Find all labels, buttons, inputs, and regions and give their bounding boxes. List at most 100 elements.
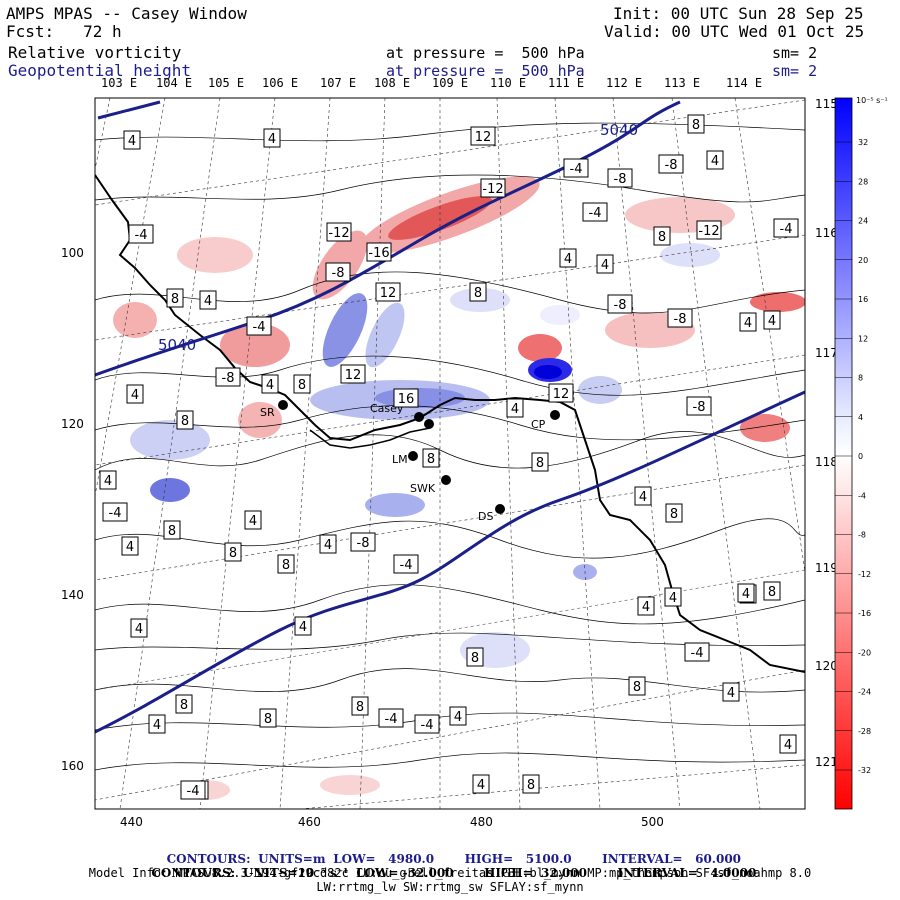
forecast-hour: Fcst: 72 h <box>6 22 122 41</box>
svg-text:8: 8 <box>768 585 776 600</box>
contour-value-label: -12 <box>480 178 506 198</box>
lon-label: 109 E <box>432 76 469 90</box>
contour-value-label: 4 <box>506 398 524 418</box>
model-info-line1: Model Info: MPASv8.2.3-194-gf29cd82c CU:… <box>88 866 812 880</box>
contour-value-label: 8 <box>259 708 277 728</box>
plot-frame <box>94 97 806 810</box>
lat-lon-grid <box>95 98 805 809</box>
footer-units: UNITS=10⁻⁵ s⁻¹ <box>242 866 349 880</box>
contour-value-label: 8 <box>422 448 440 468</box>
contour-value-label: -4 <box>582 202 608 222</box>
contour-value-label: 12 <box>340 364 366 384</box>
contour-value-label: 16 <box>393 388 419 408</box>
contour-value-label: 8 <box>351 696 369 716</box>
field1-name: Relative vorticity <box>8 43 182 62</box>
contour-value-label: 8 <box>469 282 487 302</box>
svg-text:12: 12 <box>475 130 492 145</box>
contour-value-label: 4 <box>637 596 655 616</box>
lon-label: 107 E <box>320 76 357 90</box>
contour-value-label: -4 <box>102 502 128 522</box>
svg-text:8: 8 <box>670 507 678 522</box>
svg-text:4: 4 <box>768 314 776 329</box>
contour-value-label: -4 <box>378 708 404 728</box>
svg-text:4: 4 <box>128 134 136 149</box>
contour-value-label: 4 <box>121 536 139 556</box>
field2-name: Geopotential height <box>8 61 192 80</box>
contour-value-label: 8 <box>763 581 781 601</box>
contour-value-label: 8 <box>277 554 295 574</box>
colorbar-tick-label: -4 <box>858 491 866 500</box>
svg-text:-8: -8 <box>674 312 687 327</box>
svg-text:-4: -4 <box>589 206 602 221</box>
svg-text:4: 4 <box>669 591 677 606</box>
contour-value-label: -16 <box>366 242 392 262</box>
contour-value-label: 8 <box>175 694 193 714</box>
contour-value-label: -12 <box>696 220 722 240</box>
svg-text:8: 8 <box>171 292 179 307</box>
svg-text:4: 4 <box>511 402 519 417</box>
colorbar-tick-label: -8 <box>858 531 866 540</box>
contour-value-label: 4 <box>126 384 144 404</box>
svg-text:4: 4 <box>131 388 139 403</box>
contour-value-label: -4 <box>393 554 419 574</box>
contour-value-label: 4 <box>596 254 614 274</box>
contour-value-label: -4 <box>180 780 206 800</box>
svg-text:-8: -8 <box>614 172 627 187</box>
svg-text:4: 4 <box>477 778 485 793</box>
lon-label: 112 E <box>606 76 643 90</box>
footer-high: HIGH= 32.000 <box>484 866 587 880</box>
contour-value-label: 8 <box>653 226 671 246</box>
contour-value-label: 4 <box>722 682 740 702</box>
colorbar-tick-label: -16 <box>858 609 871 618</box>
height-label: 5040 <box>158 336 196 354</box>
svg-text:4: 4 <box>727 686 735 701</box>
svg-text:8: 8 <box>471 651 479 666</box>
svg-text:4: 4 <box>601 258 609 273</box>
svg-text:8: 8 <box>633 680 641 695</box>
contour-value-label: -8 <box>215 367 241 387</box>
colorbar-tick-label: 20 <box>858 256 868 265</box>
contour-value-label: 12 <box>548 383 574 403</box>
svg-text:4: 4 <box>639 490 647 505</box>
svg-text:4: 4 <box>135 622 143 637</box>
svg-text:12: 12 <box>380 286 397 301</box>
svg-text:8: 8 <box>692 118 700 133</box>
svg-text:4: 4 <box>204 294 212 309</box>
svg-text:-8: -8 <box>693 400 706 415</box>
contour-value-label: 4 <box>123 130 141 150</box>
contour-value-label: 4 <box>739 312 757 332</box>
footer-low: LOW= -32.000 <box>356 866 454 880</box>
svg-text:-8: -8 <box>222 371 235 386</box>
contour-value-label: 8 <box>687 114 705 134</box>
height-label: 5040 <box>600 121 638 139</box>
lon-label: 106 E <box>262 76 299 90</box>
station-label-lm: LM <box>392 453 408 466</box>
svg-text:4: 4 <box>324 538 332 553</box>
svg-text:4: 4 <box>126 540 134 555</box>
field1-level: at pressure = 500 hPa <box>386 44 585 62</box>
svg-text:4: 4 <box>266 378 274 393</box>
contour-value-label: -8 <box>686 396 712 416</box>
contour-value-label: 4 <box>294 616 312 636</box>
contour-value-label: 4 <box>779 734 797 754</box>
colorbar-tick-label: -20 <box>858 648 871 657</box>
footer-interval: INTERVAL= 60.000 <box>602 852 742 866</box>
lon-label: 111 E <box>548 76 585 90</box>
svg-text:8: 8 <box>427 452 435 467</box>
svg-text:-12: -12 <box>482 182 503 197</box>
svg-text:-4: -4 <box>187 784 200 799</box>
station-label-cp: CP <box>531 418 546 431</box>
svg-text:8: 8 <box>282 558 290 573</box>
x-tick-label: 460 <box>298 815 321 829</box>
svg-text:-4: -4 <box>135 228 148 243</box>
svg-text:-8: -8 <box>665 158 678 173</box>
colorbar-tick-label: 28 <box>858 177 868 186</box>
map-title: AMPS MPAS -- Casey Window <box>6 4 247 23</box>
contour-value-label: 4 <box>263 128 281 148</box>
contour-value-label: 4 <box>261 374 279 394</box>
svg-text:-8: -8 <box>332 266 345 281</box>
contour-value-label: -4 <box>246 316 272 336</box>
x-tick-label: 500 <box>641 815 664 829</box>
contour-value-label: 4 <box>559 248 577 268</box>
